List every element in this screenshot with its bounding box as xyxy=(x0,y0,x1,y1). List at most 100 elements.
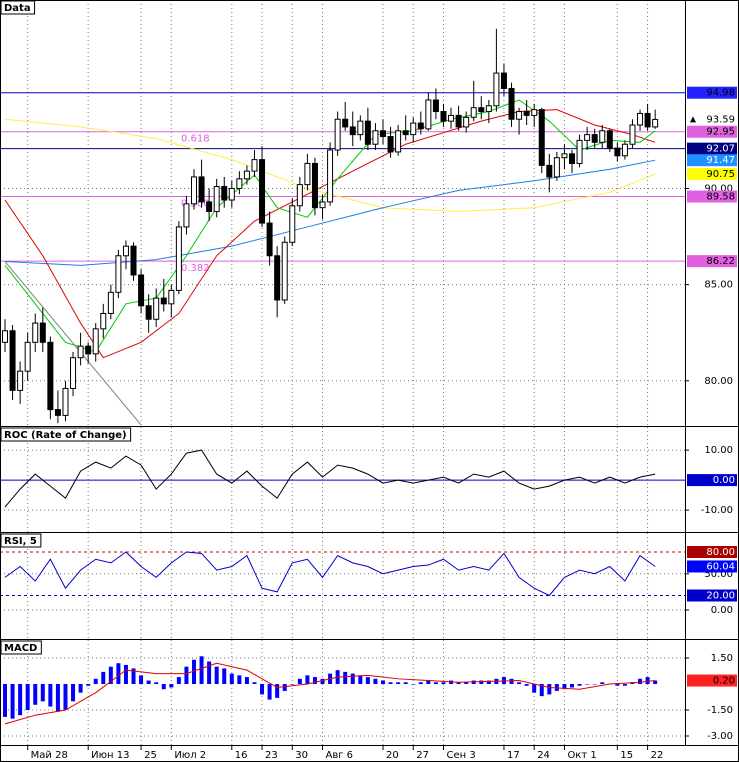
plot-area xyxy=(0,640,685,745)
histogram-bar xyxy=(123,664,128,685)
histogram-bar xyxy=(139,675,144,685)
histogram-bar xyxy=(403,682,408,685)
histogram-bar xyxy=(229,673,234,685)
last-price-marker xyxy=(690,116,696,123)
candle-body xyxy=(637,112,644,126)
candle-body xyxy=(183,203,190,228)
histogram-bar xyxy=(282,684,287,691)
candle-body xyxy=(327,149,334,203)
panel: -10.00 10.00 0.00 ROC (Rate of Change) xyxy=(0,427,737,532)
trendline xyxy=(4,261,142,425)
y-tick-label: 85.00 xyxy=(704,280,733,291)
histogram-bar xyxy=(622,684,627,686)
candle-body xyxy=(372,130,379,145)
candle-body xyxy=(319,201,326,209)
panel-title: ROC (Rate of Change) xyxy=(4,430,127,441)
candle-body xyxy=(92,328,99,355)
y-tick-label: -1.50 xyxy=(707,705,733,716)
candle-body xyxy=(32,322,39,343)
panel: 1.50 -1.50 -3.00 0.20 MACD xyxy=(0,640,737,745)
x-tick-label: Сен 3 xyxy=(446,750,475,761)
candle-body xyxy=(417,122,424,130)
histogram-bar xyxy=(10,684,15,719)
x-tick-label: 30 xyxy=(295,750,308,761)
histogram-bar xyxy=(184,666,189,685)
histogram-bar xyxy=(615,684,620,686)
plot-area xyxy=(0,533,685,638)
histogram-bar xyxy=(93,678,98,685)
candle-body xyxy=(47,341,54,411)
axis-tag-label: 80.00 xyxy=(706,547,735,558)
axis-tag xyxy=(687,474,737,487)
histogram-bar xyxy=(547,684,552,695)
axis-tag xyxy=(687,255,737,268)
x-tick-label: Окт 1 xyxy=(567,750,596,761)
histogram-bar xyxy=(456,682,461,685)
histogram-bar xyxy=(244,677,249,685)
candle-body xyxy=(538,109,545,166)
x-tick-label: 24 xyxy=(537,750,550,761)
candle-body xyxy=(569,153,575,164)
histogram-bar xyxy=(479,680,484,685)
candle-body xyxy=(342,118,349,128)
candle-body xyxy=(561,153,568,159)
candle-body xyxy=(77,345,84,359)
candle-body xyxy=(432,99,439,113)
candle-body xyxy=(39,322,46,343)
histogram-bar xyxy=(418,682,423,685)
histogram-bar xyxy=(388,682,393,685)
candle-body xyxy=(191,176,197,205)
indicator-line xyxy=(4,662,656,725)
y-tick-label: 1.50 xyxy=(711,653,733,664)
x-tick-label: 15 xyxy=(620,750,633,761)
axis-tag-label: 94.98 xyxy=(706,88,735,99)
candle-body xyxy=(160,297,167,305)
histogram-bar xyxy=(214,666,219,685)
histogram-bar xyxy=(48,684,53,707)
histogram-bar xyxy=(539,684,544,697)
candle-body xyxy=(425,99,432,130)
histogram-bar xyxy=(3,684,7,717)
candle-body xyxy=(584,134,591,141)
candle-body xyxy=(493,72,500,107)
axis-tag xyxy=(687,125,737,138)
histogram-bar xyxy=(252,682,257,685)
y-tick-label: 80.00 xyxy=(704,376,733,387)
candle-body xyxy=(387,136,394,153)
histogram-bar xyxy=(411,684,416,685)
axis-tag-label: 92.07 xyxy=(706,144,735,155)
axis-tag-label: 86.22 xyxy=(706,256,735,267)
x-tick-label: 17 xyxy=(507,750,520,761)
candle-body xyxy=(122,245,129,257)
x-tick-label: Май 28 xyxy=(31,750,68,761)
histogram-bar xyxy=(365,677,370,685)
histogram-bar xyxy=(101,671,106,685)
axis-tag xyxy=(687,545,737,558)
histogram-bar xyxy=(260,684,265,695)
histogram-bar xyxy=(320,678,325,685)
candle-body xyxy=(243,170,250,180)
histogram-bar xyxy=(358,675,363,685)
histogram-bar xyxy=(486,680,491,685)
candle-body xyxy=(274,255,281,301)
axis-tag xyxy=(687,154,737,167)
axis-tag xyxy=(687,674,737,687)
candle-body xyxy=(311,162,318,209)
candle-body xyxy=(100,312,107,330)
axis-tag-label: 20.00 xyxy=(706,591,735,602)
candle-body xyxy=(576,139,583,164)
candle-body xyxy=(17,370,24,391)
x-tick-label: Июн 13 xyxy=(91,750,129,761)
fib-label: 0.618 xyxy=(181,134,210,145)
candle-body xyxy=(516,111,523,120)
histogram-bar xyxy=(532,684,537,693)
candle-body xyxy=(251,159,258,172)
histogram-bar xyxy=(55,684,60,712)
histogram-bar xyxy=(169,684,174,688)
y-tick-label: -10.00 xyxy=(701,505,733,516)
